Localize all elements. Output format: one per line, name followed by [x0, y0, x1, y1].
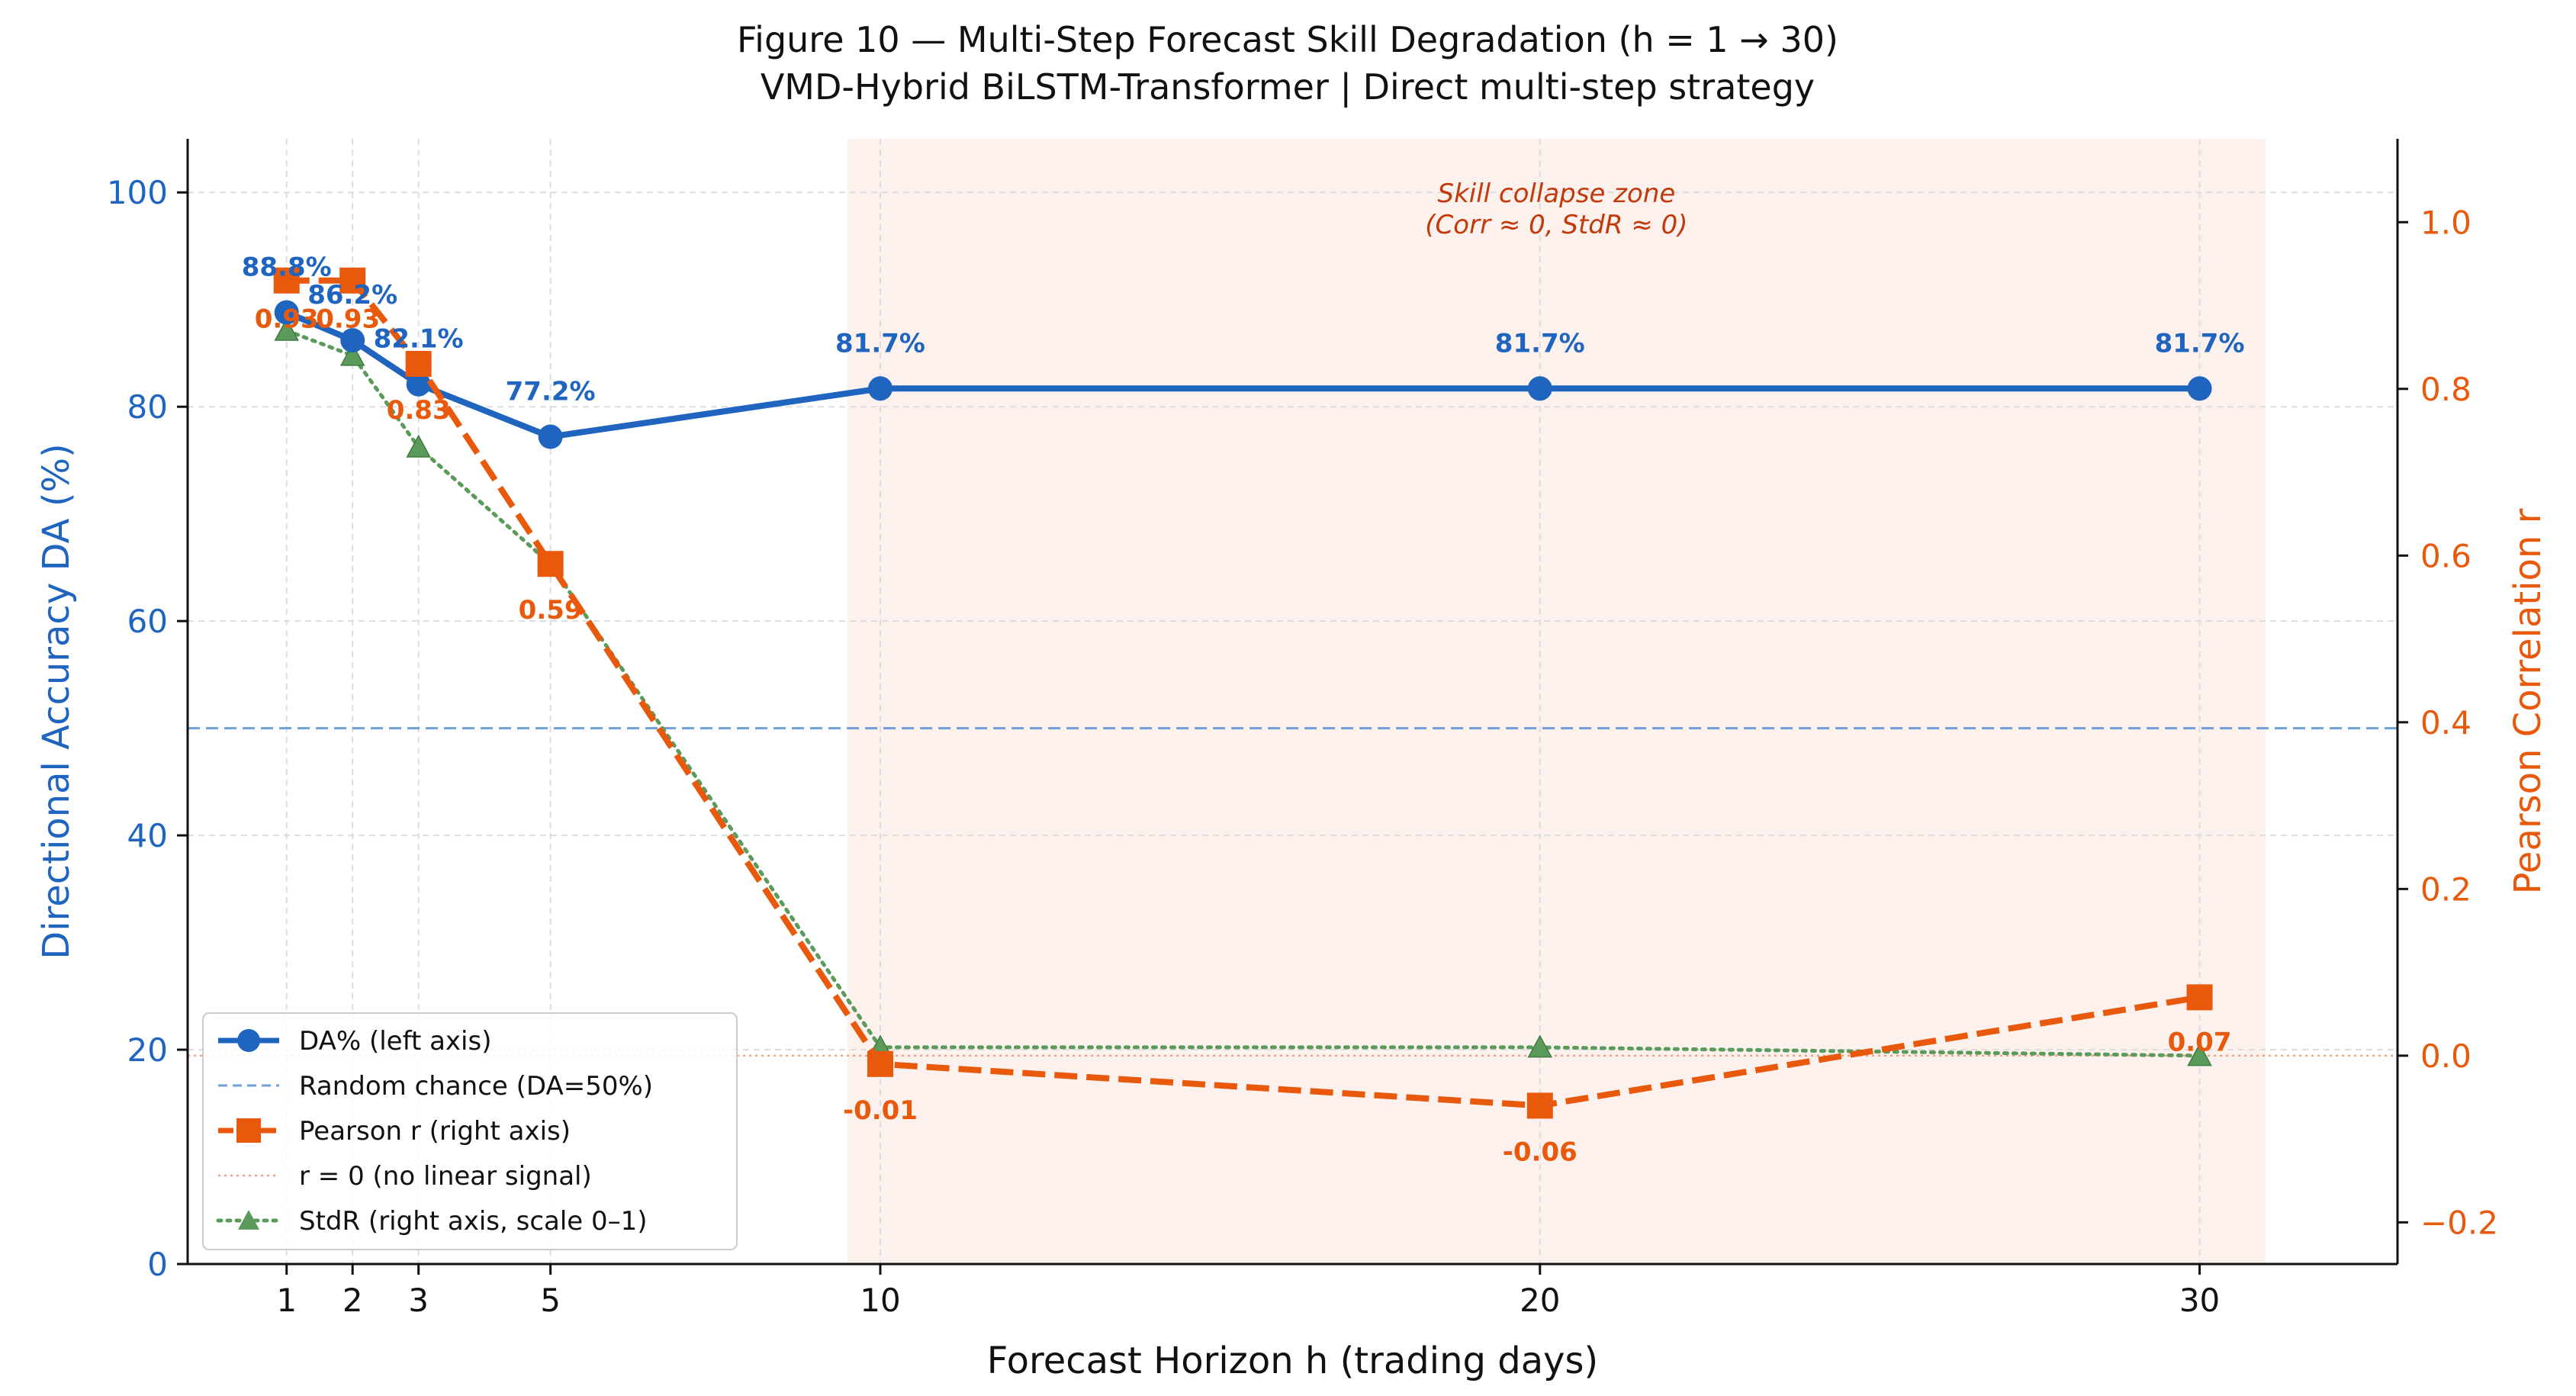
stdr-point [2187, 1043, 2212, 1066]
da-point [1527, 376, 1552, 401]
left-y-tick-label: 40 [127, 817, 168, 854]
da-data-label: 81.7% [2155, 328, 2245, 359]
zone-label-line2: (Corr ≈ 0, StdR ≈ 0) [1425, 210, 1687, 240]
zone-label-line1: Skill collapse zone [1438, 179, 1676, 209]
da-point [406, 372, 431, 397]
right-y-tick-label: 0.2 [2420, 870, 2471, 908]
left-y-tick-label: 100 [107, 174, 168, 211]
pearson-point [273, 267, 300, 294]
da-data-label: 77.2% [506, 377, 596, 407]
legend-da-marker [237, 1029, 260, 1052]
right-y-tick-label: 1.0 [2420, 204, 2471, 241]
stdr-point [1527, 1034, 1553, 1058]
stdr-point [406, 434, 431, 458]
legend-pearson-marker [236, 1118, 261, 1143]
series-layer [273, 267, 2213, 1119]
chart-subtitle: VMD-Hybrid BiLSTM-Transformer | Direct m… [761, 66, 1815, 108]
da-point [538, 424, 563, 449]
stdr-point [339, 343, 365, 366]
da-point [2187, 376, 2212, 401]
right-y-axis-label: Pearson Correlation r [2507, 508, 2549, 894]
da-data-label: 88.8% [242, 253, 332, 283]
pearson-point [1526, 1092, 1553, 1119]
left-y-tick-label: 0 [147, 1246, 168, 1283]
pearson-point [537, 551, 564, 577]
legend-stdr-marker [238, 1210, 259, 1230]
axes: 1 2 3 5 10 20 30 0 20 40 60 80 100 −0.2 0.0 0.2 0.4 0.6 0.… [107, 139, 2498, 1319]
stdr-point [274, 317, 299, 341]
pearson-data-label: -0.06 [1503, 1137, 1577, 1167]
da-data-label: 81.7% [1495, 328, 1585, 359]
da-point [274, 300, 299, 325]
right-y-tick-label: 0.0 [2420, 1037, 2471, 1075]
da-point [868, 376, 893, 401]
right-y-tick-label: 0.6 [2420, 537, 2471, 574]
left-y-tick-label: 60 [127, 603, 168, 640]
da-data-label: 81.7% [835, 328, 925, 359]
x-tick-label: 3 [408, 1282, 429, 1319]
da-point [340, 328, 365, 353]
zone-label: Skill collapse zone (Corr ≈ 0, StdR ≈ 0) [1425, 179, 1687, 240]
legend-label: Random chance (DA=50%) [299, 1071, 653, 1102]
pearson-data-label: 0.93 [316, 304, 380, 335]
x-tick-label: 2 [343, 1282, 363, 1319]
legend-label: Pearson r (right axis) [299, 1116, 571, 1147]
legend-label: r = 0 (no linear signal) [299, 1161, 592, 1192]
legend-label: StdR (right axis, scale 0–1) [299, 1206, 648, 1237]
chart-title: Figure 10 — Multi-Step Forecast Skill De… [737, 19, 1838, 60]
right-y-tick-label: 0.8 [2420, 371, 2471, 408]
da-data-label: 86.2% [307, 280, 397, 310]
data-labels: 88.8%86.2%82.1%77.2%81.7% 81.7% 81.7%0.930… [242, 253, 2245, 1168]
pearson-point [339, 267, 366, 294]
x-tick-label: 1 [276, 1282, 297, 1319]
right-y-tick-label: 0.4 [2420, 704, 2471, 741]
pearson-point [405, 351, 432, 377]
da-data-label: 82.1% [374, 324, 464, 355]
legend-label: DA% (left axis) [299, 1026, 491, 1057]
right-y-tick-label: −0.2 [2420, 1204, 2498, 1241]
x-tick-label: 20 [1520, 1282, 1560, 1319]
pearson-data-label: -0.01 [843, 1095, 918, 1126]
legend: DA% (left axis) Random chance (DA=50%) Pea… [202, 1012, 738, 1250]
x-axis-label: Forecast Horizon h (trading days) [987, 1340, 1599, 1382]
pearson-data-label: 0.83 [387, 395, 451, 426]
left-y-axis-label: Directional Accuracy DA (%) [35, 443, 78, 960]
skill-collapse-zone [847, 139, 2266, 1264]
pearson-data-label: 0.59 [519, 595, 583, 626]
pearson-point [2186, 984, 2213, 1011]
x-tick-label: 10 [860, 1282, 900, 1319]
pearson-point [867, 1050, 894, 1077]
pearson-data-label: 0.07 [2168, 1027, 2232, 1057]
x-tick-label: 30 [2179, 1282, 2220, 1319]
pearson-data-label: 0.93 [255, 304, 319, 335]
skill-collapse-zone-fill [847, 139, 2266, 1264]
x-tick-label: 5 [540, 1282, 561, 1319]
left-y-tick-label: 20 [127, 1031, 168, 1069]
legend-box [202, 1012, 738, 1250]
left-y-tick-label: 80 [127, 388, 168, 426]
